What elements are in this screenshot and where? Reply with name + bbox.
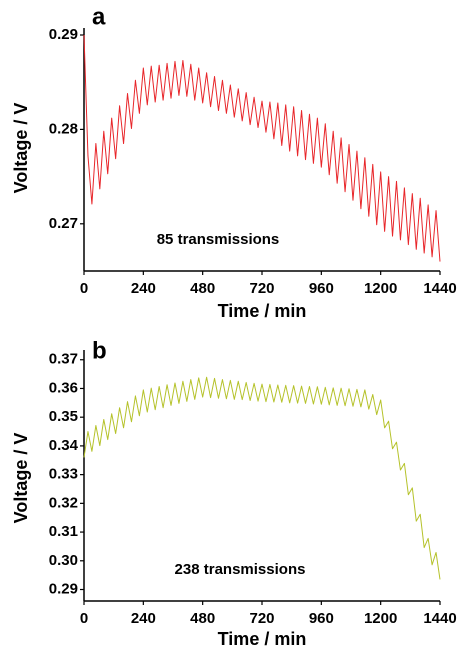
x-tick-label: 960 xyxy=(309,280,334,297)
y-tick-label: 0.36 xyxy=(49,379,78,396)
y-tick-label: 0.31 xyxy=(49,523,78,540)
y-axis-label: Voltage / V xyxy=(11,433,31,524)
panel-label: a xyxy=(92,3,106,30)
x-tick-label: 720 xyxy=(249,280,274,297)
x-tick-label: 240 xyxy=(131,610,156,627)
annotation: 85 transmissions xyxy=(157,231,280,248)
y-tick-label: 0.30 xyxy=(49,552,78,569)
x-tick-label: 1440 xyxy=(423,610,456,627)
annotation: 238 transmissions xyxy=(175,561,306,578)
x-tick-label: 0 xyxy=(80,280,88,297)
y-axis-label: Voltage / V xyxy=(11,103,31,194)
data-line xyxy=(83,376,441,580)
y-tick-label: 0.27 xyxy=(49,215,78,232)
y-tick-label: 0.32 xyxy=(49,494,78,511)
y-tick-label: 0.28 xyxy=(49,120,78,137)
y-tick-label: 0.37 xyxy=(49,351,78,368)
x-axis-label: Time / min xyxy=(218,629,307,649)
x-tick-label: 960 xyxy=(309,610,334,627)
x-tick-label: 240 xyxy=(131,280,156,297)
x-axis-label: Time / min xyxy=(218,301,307,321)
x-tick-label: 1200 xyxy=(364,610,397,627)
x-tick-label: 480 xyxy=(190,280,215,297)
x-tick-label: 0 xyxy=(80,610,88,627)
x-tick-label: 1200 xyxy=(364,280,397,297)
y-tick-label: 0.34 xyxy=(49,437,79,454)
y-tick-label: 0.29 xyxy=(49,580,78,597)
x-tick-label: 1440 xyxy=(423,280,456,297)
data-line xyxy=(83,34,441,262)
y-tick-label: 0.35 xyxy=(49,408,78,425)
panel-label: b xyxy=(92,337,107,364)
x-tick-label: 480 xyxy=(190,610,215,627)
y-tick-label: 0.33 xyxy=(49,466,78,483)
y-tick-label: 0.29 xyxy=(49,26,78,43)
x-tick-label: 720 xyxy=(249,610,274,627)
